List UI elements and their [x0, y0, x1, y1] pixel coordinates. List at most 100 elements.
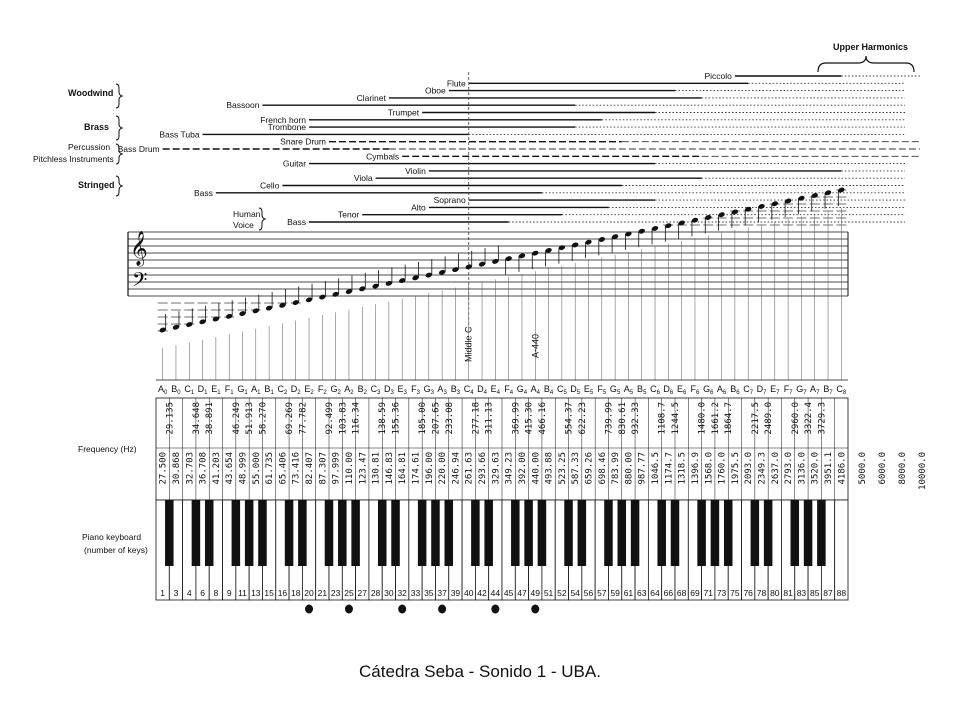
instrument-label: Bass Tuba [159, 129, 199, 139]
key-number: 33 [411, 588, 421, 598]
natural-frequency: 349.23 [505, 452, 515, 485]
note-label: A4 [531, 384, 541, 396]
c-key-dot [305, 604, 314, 614]
sharp-frequency: 415.30 [525, 402, 535, 435]
instrument-label: Bassoon [226, 100, 259, 110]
natural-frequency: 32.703 [185, 452, 195, 485]
piano-black-key [750, 500, 760, 566]
staff-note [425, 259, 433, 380]
sharp-frequency: 622.23 [578, 402, 588, 435]
note-label: E2 [304, 384, 314, 396]
note-label: A2 [344, 384, 354, 396]
staff-note [412, 261, 419, 380]
instrument-label: Flute [447, 78, 466, 88]
key-number: 69 [690, 588, 700, 598]
staff-note [625, 231, 632, 380]
frequency-table: 29.135 34.648 38.891 46.249 51.913 58.270 69.2… [155, 397, 928, 501]
human-voice-label-line1: Human [233, 209, 261, 219]
range-bass-20: Bass [287, 217, 905, 227]
range-viola-14: Viola [354, 173, 905, 183]
staff-note [385, 267, 393, 380]
note-label: B5 [637, 384, 647, 396]
key-number: 56 [584, 588, 594, 598]
sharp-frequency: 103.83 [338, 402, 348, 435]
note-label: G4 [517, 384, 528, 396]
natural-frequency: 392.00 [518, 452, 528, 485]
sharp-frequency: 116.34 [352, 402, 362, 435]
piano-black-key [338, 500, 347, 566]
key-number: 61 [624, 588, 634, 598]
natural-frequency: 698.46 [598, 452, 608, 485]
staff-note [237, 297, 248, 380]
staff-note [743, 206, 754, 380]
staff-note [345, 275, 353, 380]
staff-note [531, 250, 539, 380]
note-label: D2 [291, 384, 302, 396]
staff-note [332, 278, 340, 380]
group-label-woodwind: Woodwind [68, 88, 113, 98]
staff-note [319, 281, 326, 380]
note-label: E1 [211, 384, 221, 396]
note-label: F2 [318, 384, 328, 396]
sharp-frequency: 2217.5 [751, 402, 761, 435]
natural-frequency: 440.00 [531, 452, 541, 485]
key-number: 52 [557, 588, 567, 598]
piano-black-key [697, 500, 706, 566]
range-bass-16: Bass [194, 188, 905, 198]
natural-frequency: 3951.1 [824, 452, 834, 485]
sharp-frequency: 29.135 [165, 402, 175, 435]
range-bassoon-4: Bassoon [226, 100, 905, 110]
staff-note [197, 302, 208, 380]
key-number: 66 [664, 588, 674, 598]
note-label: D7 [757, 384, 768, 396]
key-number: 11 [238, 588, 247, 598]
piano-black-key [258, 500, 267, 566]
range-oboe-2: Oboe [425, 86, 905, 96]
piano-black-key [817, 500, 826, 566]
sharp-frequency: 830.61 [618, 402, 628, 435]
sharp-frequency: 739.99 [604, 402, 614, 435]
frequency-label: Frequency (Hz) [78, 444, 137, 454]
key-number: 88 [837, 588, 847, 598]
key-number: 45 [504, 588, 514, 598]
natural-frequency: 1318.5 [678, 452, 688, 485]
key-number: 73 [717, 588, 727, 598]
note-label: A5 [624, 384, 634, 396]
note-label: B2 [358, 384, 368, 396]
key-number: 83 [797, 588, 807, 598]
natural-frequency: 783.99 [611, 452, 621, 485]
key-number: 80 [770, 588, 780, 598]
range-trombone-7: Trombone [268, 122, 905, 132]
staff-note [783, 198, 794, 380]
group-braces [115, 83, 124, 197]
piano-black-key [604, 500, 613, 566]
note-label: F4 [504, 384, 513, 396]
note-label: E6 [677, 384, 687, 396]
natural-frequency: 2637.0 [771, 452, 781, 485]
note-label: F7 [784, 384, 794, 396]
key-number: 44 [491, 588, 501, 598]
sharp-frequency: 311.13 [485, 402, 495, 435]
natural-frequency: 41.203 [212, 452, 222, 485]
note-label: D1 [198, 384, 209, 396]
note-label: C3 [371, 384, 382, 396]
natural-frequency: 27.500 [159, 452, 169, 485]
piano-black-key [351, 500, 360, 566]
staff-note [716, 212, 727, 380]
note-label: B3 [451, 384, 461, 396]
range-violin-13: Violin [405, 166, 905, 176]
natural-frequency: 659.26 [585, 452, 595, 485]
key-number: 3 [174, 588, 179, 598]
piano-black-key [284, 500, 294, 566]
note-label: F1 [225, 384, 235, 396]
sharp-frequency: 34.648 [192, 402, 202, 435]
piano-black-key [471, 500, 480, 566]
piano-black-key [630, 500, 640, 566]
range-soprano-17: Soprano [434, 195, 905, 205]
staff-note [598, 236, 606, 380]
staff-note [676, 220, 687, 380]
key-number: 16 [278, 588, 288, 598]
staff-note [465, 250, 473, 380]
c-key-dot [398, 604, 407, 614]
